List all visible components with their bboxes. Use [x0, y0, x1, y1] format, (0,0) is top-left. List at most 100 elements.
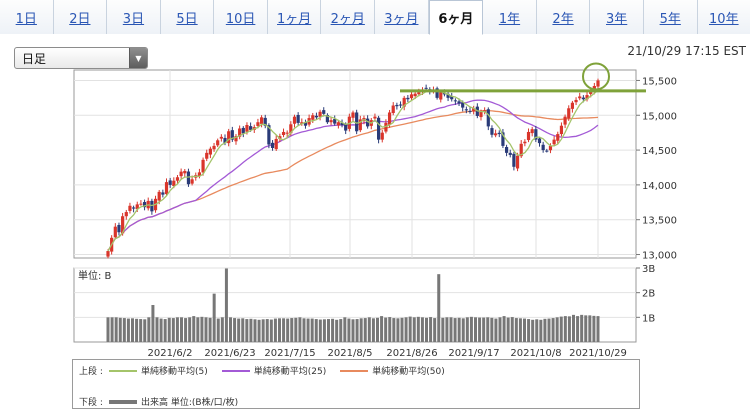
candle-body	[523, 141, 527, 144]
volume-bar	[159, 318, 163, 342]
candle-body	[135, 204, 139, 210]
volume-bar	[163, 319, 167, 342]
candle-body	[197, 172, 202, 177]
price-tick-label: 13,500	[642, 216, 677, 227]
volume-bar	[429, 317, 433, 342]
tab-period-8[interactable]: 6ヶ月	[428, 0, 484, 35]
x-axis-label: 2021/8/5	[328, 348, 373, 359]
tab-period-11[interactable]: 3年	[590, 0, 644, 34]
candle-body	[387, 112, 392, 125]
volume-bar	[359, 318, 363, 342]
candle-body	[168, 180, 172, 185]
candle-body	[175, 177, 180, 181]
candle-body	[439, 92, 443, 100]
candle-body	[472, 108, 476, 112]
candle-body	[113, 226, 117, 238]
candle-body	[325, 114, 330, 123]
volume-bar	[180, 317, 183, 342]
tab-period-7[interactable]: 3ヶ月	[375, 0, 429, 34]
volume-bar	[261, 319, 265, 342]
volume-bar	[126, 318, 130, 342]
candle-body	[358, 119, 362, 131]
tab-period-9[interactable]: 1年	[483, 0, 537, 34]
price-tick-label: 14,500	[642, 146, 677, 157]
candle-body	[241, 127, 245, 134]
candle-body	[267, 125, 271, 145]
candle-body	[142, 202, 147, 208]
period-tabs: 1日 2日 3日 5日 10日 1ヶ月 2ヶ月 3ヶ月 6ヶ月 1年 2年 3年 5年 10年	[0, 0, 750, 35]
volume-bar	[224, 268, 228, 342]
volume-bar	[510, 317, 514, 342]
sma25-line	[107, 99, 599, 252]
volume-bar	[367, 317, 371, 342]
volume-bar	[331, 318, 335, 342]
candle-period-select[interactable]: 日足 ▼	[14, 47, 148, 69]
x-axis-label: 2021/8/26	[386, 348, 437, 359]
candle-body	[537, 138, 542, 144]
candle-body	[581, 97, 585, 100]
tab-period-0[interactable]: 1日	[0, 0, 54, 34]
candle-body	[515, 155, 520, 169]
tab-period-13[interactable]: 10年	[697, 0, 750, 34]
candle-body	[106, 251, 110, 257]
price-plot-area	[73, 69, 637, 259]
chevron-down-icon[interactable]: ▼	[129, 48, 147, 68]
volume-bar	[204, 317, 208, 342]
volume-bar	[547, 318, 551, 342]
volume-bar	[482, 317, 486, 342]
volume-bar	[314, 319, 318, 342]
volume-bar	[502, 316, 506, 342]
volume-bar	[461, 318, 465, 342]
candle-body	[596, 80, 600, 87]
legend-item-sma50: 単純移動平均(50)	[340, 364, 445, 377]
volume-bar	[506, 317, 510, 342]
candle-body	[172, 180, 176, 187]
candle-body	[270, 142, 275, 148]
volume-bar	[543, 318, 547, 342]
candle-body	[161, 192, 165, 195]
candle-body	[249, 126, 253, 130]
volume-bar	[253, 319, 257, 342]
volume-tick-label: 2B	[642, 289, 655, 300]
volume-bar	[380, 316, 384, 342]
tab-period-12[interactable]: 5年	[643, 0, 698, 34]
chart-legend: 上段 : 単純移動平均(5) 単純移動平均(25) 単純移動平均(50) 下段 …	[72, 359, 640, 409]
volume-bar	[363, 318, 367, 342]
candle-body	[201, 159, 205, 173]
candle-body	[508, 152, 512, 155]
volume-bar	[143, 319, 147, 342]
candle-body	[395, 104, 399, 107]
tab-period-3[interactable]: 5日	[160, 0, 215, 34]
tab-period-5[interactable]: 1ヶ月	[267, 0, 322, 34]
x-axis-label: 2021/7/15	[264, 348, 315, 359]
volume-bar	[494, 318, 498, 342]
volume-bar	[306, 318, 310, 342]
candle-body	[512, 153, 516, 167]
volume-bar	[282, 318, 286, 342]
tab-period-2[interactable]: 3日	[107, 0, 161, 34]
volume-bar	[469, 316, 473, 342]
candle-body	[190, 179, 194, 184]
volume-bar	[576, 316, 580, 342]
volume-bar	[518, 318, 522, 342]
candle-body	[380, 132, 384, 140]
tab-period-6[interactable]: 2ヶ月	[321, 0, 376, 34]
candle-body	[519, 143, 523, 157]
candle-body	[355, 112, 359, 132]
volume-bar	[388, 317, 392, 342]
volume-bar	[592, 315, 596, 342]
volume-bar	[527, 319, 531, 342]
volume-bar	[531, 319, 535, 342]
x-axis-label: 2021/10/29	[569, 348, 627, 359]
volume-bar	[514, 318, 518, 342]
volume-bar	[114, 317, 118, 342]
tab-period-1[interactable]: 2日	[53, 0, 108, 34]
volume-bar	[465, 317, 469, 342]
tab-period-4[interactable]: 10日	[214, 0, 268, 34]
volume-bar	[355, 319, 359, 342]
candle-body	[501, 132, 505, 146]
volume-bar	[555, 317, 559, 342]
candle-body	[461, 102, 465, 108]
volume-bar	[298, 317, 302, 342]
tab-period-10[interactable]: 2年	[536, 0, 591, 34]
